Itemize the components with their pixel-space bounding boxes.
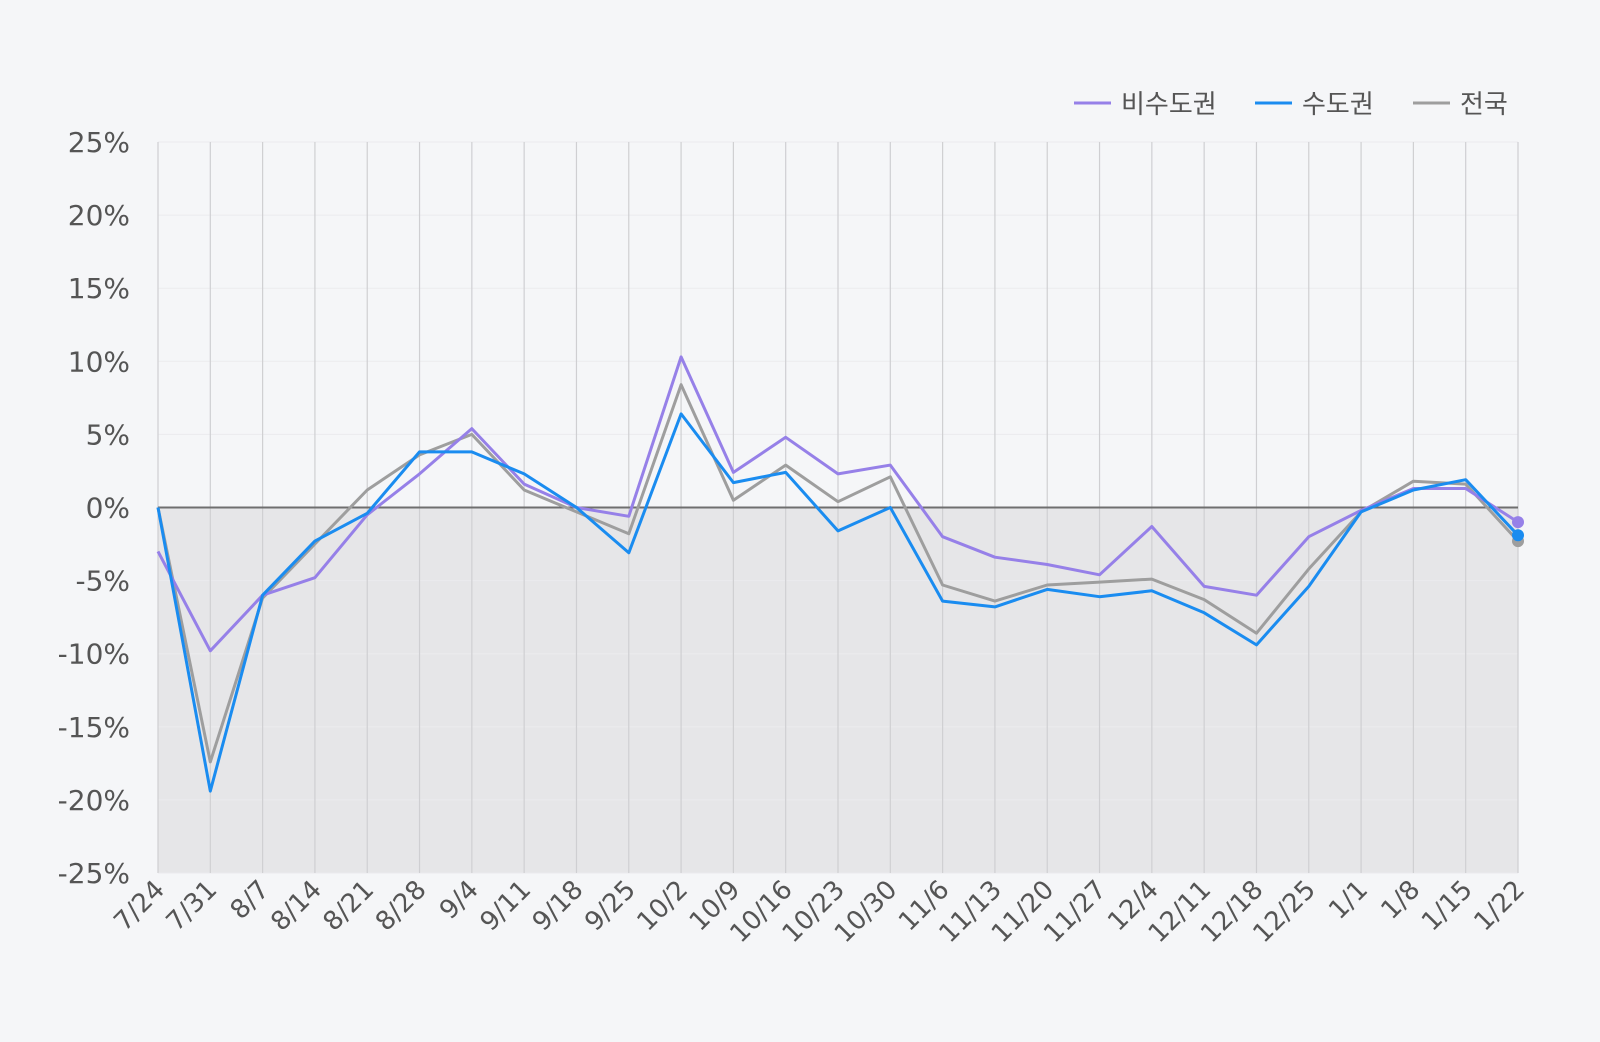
x-tick-label: 9/25 (579, 875, 642, 938)
y-tick-label: 15% (68, 272, 130, 305)
legend: 비수도권 수도권 전국 (1074, 90, 1508, 120)
y-tick-label: 20% (68, 199, 130, 232)
x-tick-label: 8/28 (370, 875, 433, 938)
x-tick-label: 8/21 (318, 875, 381, 938)
y-tick-label: -25% (58, 857, 130, 890)
y-tick-label: -5% (75, 565, 130, 598)
y-tick-label: -10% (58, 638, 130, 671)
x-tick-label: 9/11 (475, 875, 538, 938)
series-line-1 (156, 412, 1520, 793)
x-axis: 7/247/31 8/78/148/218/28 9/49/119/189/2510… (108, 875, 1531, 949)
legend-label-0: 비수도권 (1121, 90, 1217, 120)
y-tick-label: 10% (68, 345, 130, 378)
x-tick-label: 1/15 (1416, 875, 1479, 938)
y-tick-label: -15% (58, 711, 130, 744)
legend-label-1: 수도권 (1302, 90, 1374, 120)
series-line-2 (156, 383, 1520, 764)
x-tick-label: 8/14 (265, 875, 328, 938)
y-tick-label: 25% (68, 126, 130, 159)
series-end-point-0 (1512, 516, 1524, 529)
y-tick-label: 5% (86, 418, 130, 451)
x-tick-label: 1/22 (1468, 875, 1531, 938)
grid-lines (157, 141, 1519, 874)
legend-label-2: 전국 (1460, 90, 1508, 120)
x-tick-label: 9/18 (527, 875, 590, 938)
series-lines (156, 355, 1524, 793)
x-tick-label: 7/31 (161, 875, 224, 938)
series-end-point-1 (1512, 529, 1524, 542)
y-tick-label: -20% (58, 784, 130, 817)
y-tick-label: 0% (86, 492, 130, 525)
x-tick-label: 1/1 (1323, 875, 1374, 926)
series-line-0 (156, 355, 1519, 653)
y-axis: 25% 20% 15% 10% 5% 0% -5% -10% -15% -20% -25% (58, 126, 130, 890)
x-tick-label: 10/2 (632, 875, 695, 938)
